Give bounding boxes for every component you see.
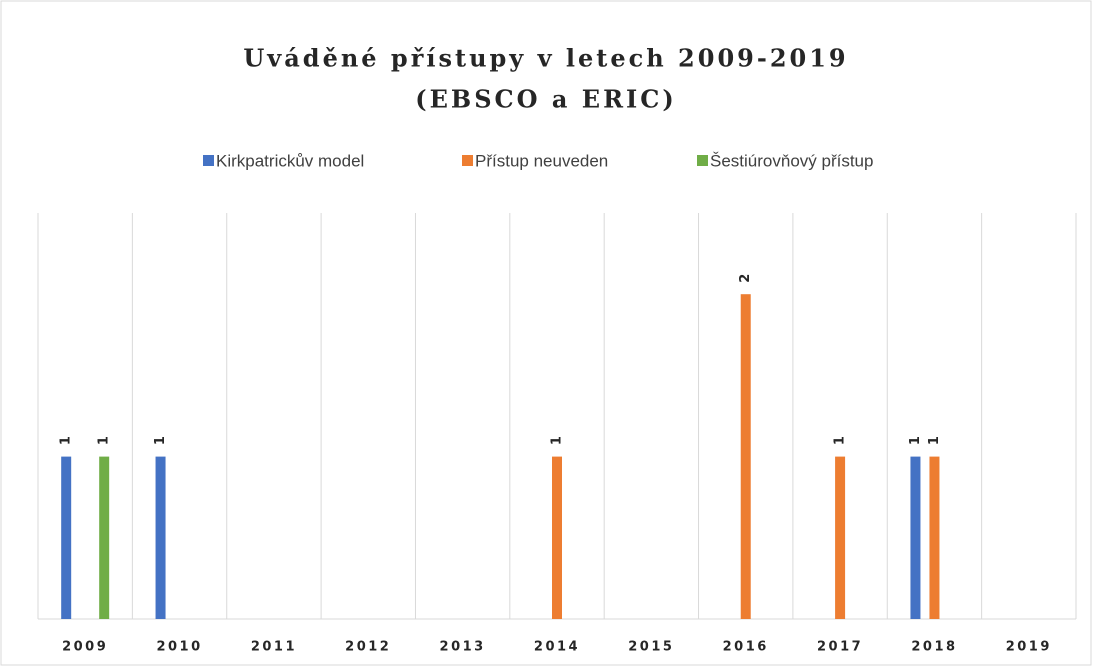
data-label: 1 <box>97 436 112 445</box>
bar <box>929 456 940 619</box>
x-tick-label: 2011 <box>251 640 297 655</box>
data-label: 1 <box>833 436 848 445</box>
data-label: 2 <box>738 274 753 283</box>
x-tick-label: 2017 <box>817 640 863 655</box>
bar <box>99 456 110 619</box>
bar <box>61 456 72 619</box>
chart-title: Uváděné přístupy v letech 2009-2019 <box>243 44 848 73</box>
x-tick-label: 2014 <box>534 640 580 655</box>
x-tick-label: 2012 <box>345 640 391 655</box>
bar <box>835 456 846 619</box>
data-label: 1 <box>550 436 565 445</box>
data-label: 1 <box>927 436 942 445</box>
bar <box>155 456 166 619</box>
data-label: 1 <box>59 436 74 445</box>
x-tick-label: 2009 <box>62 640 108 655</box>
bar <box>552 456 562 619</box>
data-label: 1 <box>908 436 923 445</box>
x-tick-label: 2010 <box>156 640 202 655</box>
legend-swatch <box>462 155 473 166</box>
legend-label: Kirkpatrickův model <box>216 151 364 170</box>
legend-label: Přístup neuveden <box>475 151 608 170</box>
x-tick-label: 2013 <box>440 640 486 655</box>
x-tick-label: 2016 <box>723 640 769 655</box>
legend-label: Šestiúrovňový přístup <box>710 151 873 170</box>
legend-swatch <box>697 155 708 166</box>
data-label: 1 <box>153 436 168 445</box>
x-tick-label: 2015 <box>628 640 674 655</box>
bar <box>740 294 751 619</box>
x-tick-label: 2018 <box>911 640 957 655</box>
bar <box>910 456 921 619</box>
chart-subtitle: (EBSCO a ERIC) <box>415 85 676 114</box>
legend-swatch <box>203 155 214 166</box>
x-tick-label: 2019 <box>1006 640 1052 655</box>
